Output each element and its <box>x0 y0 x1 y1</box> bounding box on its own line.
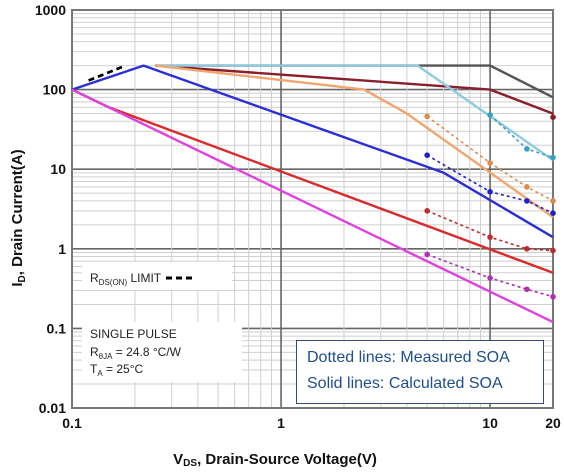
svg-text:RθJA = 24.8 °C/W: RθJA = 24.8 °C/W <box>90 345 182 361</box>
measured-point <box>524 198 530 204</box>
rds-limit-annotation: RDS(ON) LIMIT <box>82 262 232 290</box>
rtheta-rest: = 24.8 °C/W <box>112 345 181 359</box>
y-tick-label: 100 <box>43 82 67 98</box>
measured-point <box>424 208 430 214</box>
measured-point <box>550 293 556 300</box>
rtheta-prefix: R <box>90 345 99 359</box>
measured-point <box>487 189 493 195</box>
calculated-soa-line <box>155 64 554 115</box>
measured-point <box>524 246 530 252</box>
measured-point <box>524 286 530 293</box>
x-tick-label: 20 <box>545 415 561 431</box>
x-tick-label: 0.1 <box>62 415 82 431</box>
measured-point <box>524 184 530 190</box>
measured-soa-line <box>426 154 554 214</box>
rtheta-sub: θJA <box>99 352 113 361</box>
measured-point <box>550 247 556 254</box>
calculated-soa-line <box>155 64 554 162</box>
rds-label-rest: LIMIT <box>127 271 162 285</box>
plot-frame <box>71 9 554 409</box>
measured-point <box>487 275 493 281</box>
single-pulse-label: SINGLE PULSE <box>90 327 177 341</box>
ta-prefix: T <box>90 362 98 376</box>
measured-point <box>424 113 430 120</box>
rds-on-limit-line <box>88 64 126 82</box>
measured-point <box>550 114 556 121</box>
measured-point <box>487 160 493 166</box>
y-tick-label: 1 <box>58 241 66 257</box>
measured-point <box>550 198 556 204</box>
y-tick-label: 0.1 <box>47 320 67 336</box>
y-tick-label: 10 <box>50 161 66 177</box>
measured-point <box>487 234 493 240</box>
x-tick-label: 1 <box>277 415 285 431</box>
y-tick-label: 1000 <box>35 2 66 18</box>
y-tick-label: 0.01 <box>39 400 66 416</box>
legend-dotted: Dotted lines: Measured SOA <box>307 349 510 366</box>
ta-sub: A <box>97 369 103 378</box>
measured-point <box>524 146 530 152</box>
measured-point <box>424 251 430 258</box>
measured-point <box>487 112 493 118</box>
y-axis-label: ID, Drain Current(A) <box>9 149 28 286</box>
legend: Dotted lines: Measured SOA Solid lines: … <box>296 340 544 404</box>
x-axis-label: VDS, Drain-Source Voltage(V) <box>173 451 377 469</box>
calculated-soa-line <box>71 64 554 239</box>
svg-text:RDS(ON) LIMIT: RDS(ON) LIMIT <box>90 271 162 287</box>
measured-soa-line <box>426 253 554 298</box>
legend-solid: Solid lines: Calculated SOA <box>307 375 503 392</box>
ta-rest: = 25°C <box>103 362 144 376</box>
rds-label-sub: DS(ON) <box>99 278 128 287</box>
calculated-soa-line <box>155 64 554 219</box>
series <box>71 64 556 324</box>
svg-text:TA = 25°C: TA = 25°C <box>90 362 144 378</box>
measured-point <box>424 152 430 158</box>
measured-point <box>550 154 556 161</box>
measured-point <box>550 210 556 217</box>
pulse-annotation: SINGLE PULSE RθJA = 24.8 °C/W TA = 25°C <box>82 322 242 382</box>
x-tick-label: 10 <box>482 415 498 431</box>
calculated-soa-line <box>71 88 554 324</box>
rds-label-prefix: R <box>90 271 99 285</box>
